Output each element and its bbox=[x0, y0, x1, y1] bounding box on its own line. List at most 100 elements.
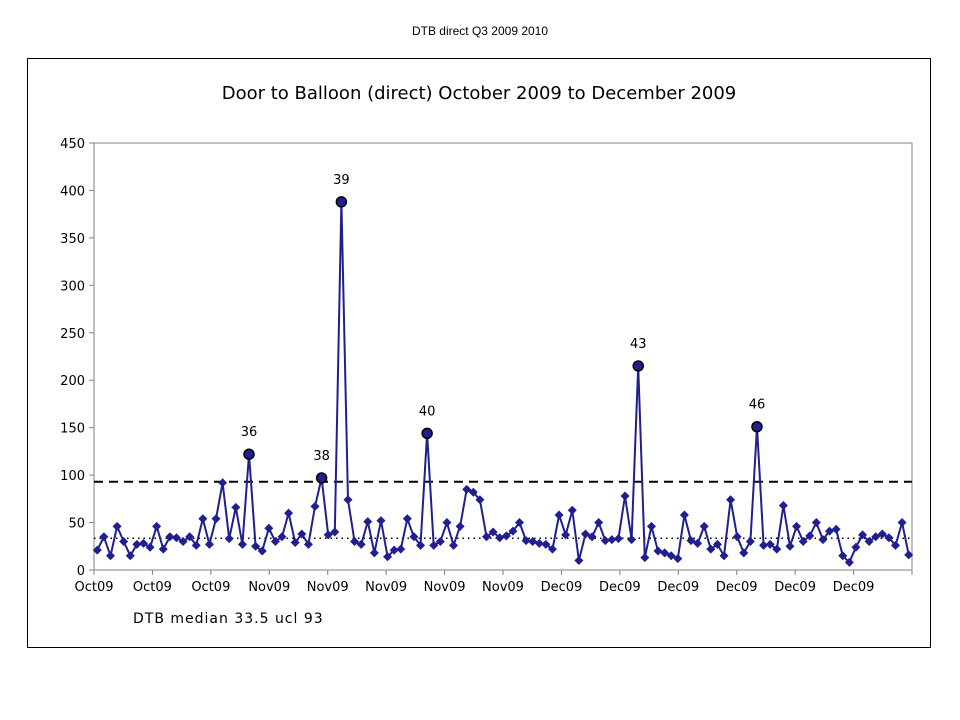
data-label-0: 36 bbox=[241, 425, 258, 440]
data-point-4 bbox=[119, 537, 129, 547]
x-tick-label-0: Oct09 bbox=[74, 580, 113, 595]
data-point-102 bbox=[765, 539, 775, 549]
data-point-65 bbox=[521, 536, 531, 546]
data-point-66 bbox=[528, 537, 538, 547]
data-point-95 bbox=[719, 551, 729, 561]
data-point-22 bbox=[237, 539, 247, 549]
data-point-105 bbox=[785, 541, 795, 551]
line-chart: Door to Balloon (direct) October 2009 to… bbox=[60, 83, 914, 627]
data-point-89 bbox=[679, 510, 689, 520]
data-point-73 bbox=[574, 556, 584, 566]
y-tick-label-7: 350 bbox=[60, 232, 85, 247]
data-point-41 bbox=[363, 517, 373, 527]
data-point-25 bbox=[257, 546, 267, 556]
data-point-55 bbox=[455, 521, 465, 531]
data-point-87 bbox=[666, 551, 676, 561]
data-point-3 bbox=[112, 521, 122, 531]
data-point-85 bbox=[653, 546, 663, 556]
y-tick-label-8: 400 bbox=[60, 184, 85, 199]
data-point-123 bbox=[904, 550, 914, 560]
data-point-27 bbox=[270, 537, 280, 547]
data-point-51 bbox=[429, 540, 439, 550]
x-tick-label-3: Nov09 bbox=[248, 580, 290, 595]
data-point-96 bbox=[726, 495, 736, 505]
data-point-121 bbox=[891, 540, 901, 550]
x-tick-label-2: Oct09 bbox=[191, 580, 230, 595]
data-point-62 bbox=[501, 531, 511, 541]
data-point-64 bbox=[514, 518, 524, 528]
y-tick-label-0: 0 bbox=[77, 564, 85, 579]
data-point-114 bbox=[844, 557, 854, 567]
data-point-110 bbox=[818, 535, 828, 545]
data-point-118 bbox=[871, 532, 881, 542]
data-point-112 bbox=[831, 524, 841, 534]
data-point-117 bbox=[864, 537, 874, 547]
plot-area bbox=[93, 142, 913, 571]
data-point-18 bbox=[211, 514, 221, 524]
data-point-47 bbox=[402, 514, 412, 524]
data-point-15 bbox=[191, 540, 201, 550]
data-point-109 bbox=[811, 518, 821, 528]
data-label-5: 46 bbox=[749, 398, 766, 413]
x-axis-label: DTB median 33.5 ucl 93 bbox=[133, 611, 324, 627]
x-tick-label-4: Nov09 bbox=[307, 580, 349, 595]
data-point-122 bbox=[897, 518, 907, 528]
y-tick-label-6: 300 bbox=[60, 279, 85, 294]
slide-title: DTB direct Q3 2009 2010 bbox=[411, 24, 549, 38]
data-point-35 bbox=[323, 530, 333, 540]
data-point-90 bbox=[686, 536, 696, 546]
data-point-40 bbox=[356, 539, 366, 549]
data-point-13 bbox=[178, 537, 188, 547]
data-point-32 bbox=[303, 539, 313, 549]
y-tick-label-4: 200 bbox=[60, 374, 85, 389]
data-point-97 bbox=[732, 532, 742, 542]
data-point-57 bbox=[468, 487, 478, 497]
data-point-59 bbox=[482, 532, 492, 542]
data-point-84 bbox=[646, 521, 656, 531]
x-tick-label-13: Dec09 bbox=[833, 580, 875, 595]
data-point-91 bbox=[693, 538, 703, 548]
data-point-78 bbox=[607, 535, 617, 545]
data-point-98 bbox=[739, 548, 749, 558]
x-tick-label-8: Dec09 bbox=[541, 580, 583, 595]
data-point-92 bbox=[699, 521, 709, 531]
data-point-79 bbox=[613, 534, 623, 544]
data-point-45 bbox=[389, 545, 399, 555]
data-point-106 bbox=[792, 521, 802, 531]
data-point-68 bbox=[541, 539, 551, 549]
chart-title: Door to Balloon (direct) October 2009 to… bbox=[222, 83, 737, 104]
data-point-101 bbox=[759, 540, 769, 550]
data-point-1 bbox=[99, 532, 109, 542]
data-point-7 bbox=[138, 538, 148, 548]
data-label-2: 39 bbox=[333, 173, 350, 188]
chart-frame: Door to Balloon (direct) October 2009 to… bbox=[27, 58, 931, 648]
data-point-48 bbox=[409, 532, 419, 542]
data-point-54 bbox=[449, 540, 459, 550]
data-point-116 bbox=[858, 530, 868, 540]
data-point-31 bbox=[297, 529, 307, 539]
data-point-29 bbox=[284, 508, 294, 518]
data-point-0 bbox=[92, 545, 102, 555]
x-tick-label-10: Dec09 bbox=[657, 580, 699, 595]
y-tick-label-9: 450 bbox=[60, 137, 85, 152]
x-tick-label-11: Dec09 bbox=[716, 580, 758, 595]
data-point-12 bbox=[171, 533, 181, 543]
series-line bbox=[96, 201, 910, 565]
data-point-94 bbox=[712, 539, 722, 549]
y-tick-label-5: 250 bbox=[60, 327, 85, 342]
data-point-82 bbox=[632, 360, 644, 372]
data-point-53 bbox=[442, 518, 452, 528]
data-point-70 bbox=[554, 510, 564, 520]
data-point-52 bbox=[435, 537, 445, 547]
data-point-93 bbox=[706, 544, 716, 554]
data-point-8 bbox=[145, 542, 155, 552]
data-point-34 bbox=[315, 472, 328, 484]
data-label-1: 38 bbox=[313, 449, 330, 464]
data-point-71 bbox=[561, 530, 571, 540]
data-point-10 bbox=[158, 544, 168, 554]
data-point-6 bbox=[132, 539, 142, 549]
data-point-104 bbox=[778, 500, 788, 510]
data-point-5 bbox=[125, 551, 135, 561]
data-point-119 bbox=[877, 529, 887, 539]
data-point-88 bbox=[673, 554, 683, 564]
